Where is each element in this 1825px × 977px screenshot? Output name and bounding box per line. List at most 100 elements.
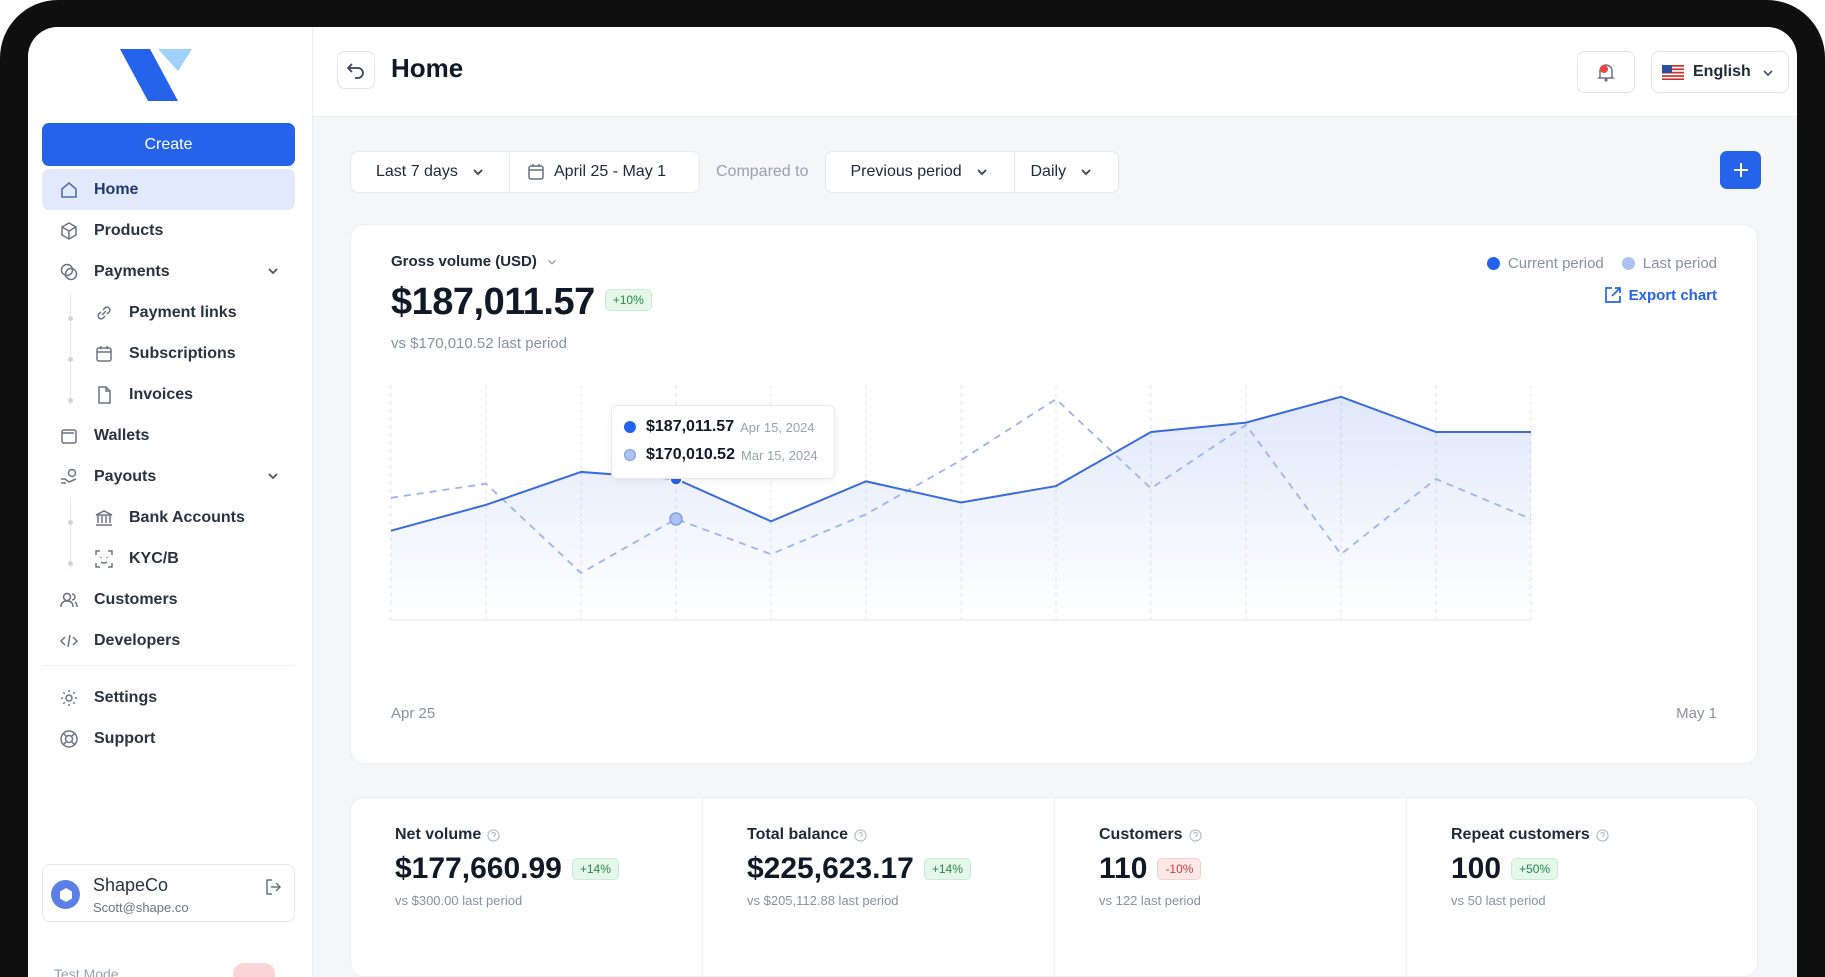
add-widget-button[interactable]	[1720, 151, 1761, 189]
sidebar-divider	[42, 665, 295, 666]
page-title: Home	[391, 53, 464, 83]
stat-comparison: vs $205,112.88 last period	[747, 893, 899, 908]
notifications-button[interactable]	[1577, 51, 1635, 93]
chevron-down-icon[interactable]	[265, 263, 281, 279]
sidebar-item-products[interactable]: Products	[42, 210, 295, 251]
stat-value: 100 +50%	[1451, 852, 1559, 886]
stat-label: Total balance	[747, 826, 867, 844]
sidebar-item-label: Bank Accounts	[129, 508, 245, 526]
metric-selector[interactable]: Gross volume (USD)	[391, 253, 559, 270]
tooltip-last-row: $170,010.52 Mar 15, 2024	[624, 446, 818, 464]
tooltip-dot	[624, 449, 636, 461]
chevron-down-icon[interactable]	[265, 468, 281, 484]
sidebar-item-invoices[interactable]: Invoices	[42, 374, 295, 415]
help-icon	[854, 828, 867, 842]
stat-value: 110 -10%	[1099, 852, 1202, 886]
stat-value-text: $177,660.99	[395, 852, 562, 885]
tooltip-value: $187,011.57	[646, 418, 735, 435]
sidebar-item-label: Support	[94, 729, 156, 747]
tooltip-date: Apr 15, 2024	[740, 419, 815, 435]
stat-value: $225,623.17 +14%	[747, 852, 971, 886]
test-mode-toggle[interactable]	[233, 963, 275, 977]
tree-dot	[68, 398, 73, 403]
sidebar-item-wallets[interactable]: Wallets	[42, 415, 295, 456]
stat-label: Net volume	[395, 826, 500, 844]
export-chart-button[interactable]: Export chart	[1603, 285, 1717, 305]
chevron-down-icon	[1081, 169, 1091, 176]
metric-value: $187,011.57 +10%	[391, 281, 652, 324]
sidebar-item-payment-links[interactable]: Payment links	[42, 292, 295, 333]
logout-icon[interactable]	[264, 877, 284, 897]
tree-dot	[68, 561, 73, 566]
sidebar-item-label: Subscriptions	[129, 344, 236, 362]
date-range-label: April 25 - May 1	[554, 163, 667, 180]
filter-bar: Last 7 days April 25 - May 1 Compared to…	[350, 151, 1119, 193]
tooltip-current-row: $187,011.57 Apr 15, 2024	[624, 418, 815, 436]
sidebar-item-label: Payments	[94, 262, 170, 280]
help-icon	[1596, 828, 1609, 842]
gross-volume-card: Gross volume (USD) $187,011.57 +10% vs $1…	[350, 224, 1758, 764]
export-label: Export chart	[1628, 286, 1717, 304]
lifebuoy-icon	[58, 728, 80, 750]
x-axis-start-label: Apr 25	[391, 705, 436, 722]
stat-value-text: 100	[1451, 852, 1502, 885]
stat-total-balance[interactable]: Total balance $225,623.17 +14% vs $205,11…	[703, 798, 1055, 977]
calendar-icon	[528, 164, 544, 180]
test-mode-label: Test Mode	[54, 966, 119, 977]
sidebar-item-label: Home	[94, 180, 139, 198]
sidebar-item-kycb[interactable]: KYC/B	[42, 538, 295, 579]
interval-select[interactable]: Daily	[1014, 151, 1119, 193]
account-card[interactable]: ShapeCo Scott@shape.co	[42, 864, 295, 922]
sidebar-item-label: Payouts	[94, 467, 157, 485]
sidebar-item-bank-accounts[interactable]: Bank Accounts	[42, 497, 295, 538]
calendar-icon	[93, 343, 115, 365]
code-icon	[58, 630, 80, 652]
sidebar-item-label: Developers	[94, 631, 181, 649]
chart-legend: Current period Last period	[1469, 255, 1717, 272]
tree-line	[70, 293, 71, 405]
stat-net-volume[interactable]: Net volume $177,660.99 +14% vs $300.00 la…	[351, 798, 703, 977]
sidebar-item-label: Products	[94, 221, 164, 239]
stat-label: Customers	[1099, 826, 1202, 844]
sidebar-item-home[interactable]: Home	[42, 169, 295, 210]
date-range-picker[interactable]: April 25 - May 1	[510, 151, 700, 193]
wallet-icon	[58, 425, 80, 447]
stats-card: Net volume $177,660.99 +14% vs $300.00 la…	[350, 797, 1758, 977]
range-label: Last 7 days	[376, 163, 458, 180]
tooltip-date: Mar 15, 2024	[740, 447, 818, 463]
stat-repeat-customers[interactable]: Repeat customers 100 +50% vs 50 last peri…	[1407, 798, 1759, 977]
tree-line	[70, 497, 71, 569]
users-icon	[58, 589, 80, 611]
sidebar-item-developers[interactable]: Developers	[42, 620, 295, 661]
sidebar: Create Home Products Payments	[28, 27, 313, 977]
sidebar-item-label: Payment links	[129, 303, 237, 321]
tooltip-dot	[624, 421, 636, 433]
sidebar-item-settings[interactable]: Settings	[42, 677, 295, 718]
sidebar-item-support[interactable]: Support	[42, 718, 295, 759]
back-button[interactable]	[337, 51, 375, 89]
compare-label: Previous period	[850, 163, 962, 180]
stat-comparison: vs $300.00 last period	[395, 893, 523, 908]
sidebar-item-customers[interactable]: Customers	[42, 579, 295, 620]
language-select[interactable]: English	[1651, 51, 1789, 93]
range-select[interactable]: Last 7 days	[350, 151, 510, 193]
help-icon	[1188, 828, 1202, 842]
box-icon	[58, 220, 80, 242]
legend-current: Current period	[1486, 255, 1604, 272]
home-icon	[58, 179, 80, 201]
legend-dot	[1621, 257, 1635, 270]
sidebar-item-payments[interactable]: Payments	[42, 251, 295, 292]
tree-dot	[68, 357, 73, 362]
sidebar-item-subscriptions[interactable]: Subscriptions	[42, 333, 295, 374]
compare-select[interactable]: Previous period	[824, 151, 1015, 193]
series-line-current-period	[390, 395, 1531, 532]
bank-icon	[93, 507, 115, 529]
create-button[interactable]: Create	[42, 123, 295, 166]
x-axis-end-label: May 1	[1676, 705, 1717, 722]
plus-icon	[1733, 163, 1748, 177]
tree-dot	[68, 520, 73, 525]
stat-value: $177,660.99 +14%	[395, 852, 619, 886]
sidebar-item-payouts[interactable]: Payouts	[42, 456, 295, 497]
stat-label-text: Customers	[1099, 826, 1183, 843]
stat-customers[interactable]: Customers 110 -10% vs 122 last period	[1055, 798, 1407, 977]
